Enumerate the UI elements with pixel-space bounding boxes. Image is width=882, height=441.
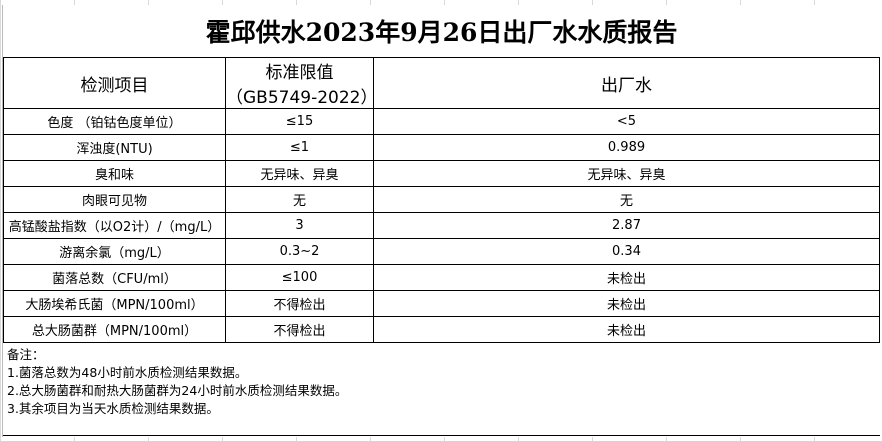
note-item: 2.总大肠菌群和耐热大肠菌群为24小时前水质检测结果数据。 — [7, 383, 348, 398]
table-row: 总大肠菌群（MPN/100ml） 不得检出 未检出 — [3, 316, 880, 343]
table-row: 肉眼可见物无无 — [3, 186, 880, 213]
result-value: 无 — [373, 186, 880, 213]
header-item: 检测项目 — [3, 57, 226, 109]
water-quality-table: 检测项目 标准限值（GB5749-2022） 出厂水 色度 （铂钴色度单位） ≤1… — [3, 57, 880, 343]
notes: 备注： 1.菌落总数为48小时前水质检测结果数据。 2.总大肠菌群和耐热大肠菌群… — [7, 346, 347, 418]
result-value: 无异味、异臭 — [373, 160, 880, 187]
item-name: 菌落总数（CFU/ml） — [3, 264, 226, 291]
table-row: 大肠埃希氏菌（MPN/100ml） 不得检出 未检出 — [3, 290, 880, 317]
item-name: 总大肠菌群（MPN/100ml） — [3, 316, 226, 343]
table-row: 游离余氯（mg/L） 0.3~2 0.34 — [3, 238, 880, 265]
header-standard: 标准限值（GB5749-2022） — [225, 57, 378, 109]
result-value: 未检出 — [373, 264, 880, 291]
standard-limit: 3 — [225, 212, 374, 239]
table-row: 浑浊度(NTU) ≤1 0.989 — [3, 134, 880, 161]
table-row: 臭和味 无异味、异臭 无异味、异臭 — [3, 160, 880, 187]
result-value: 未检出 — [373, 316, 880, 343]
note-item: 3.其余项目为当天水质检测结果数据。 — [7, 401, 219, 416]
header-result: 出厂水 — [373, 57, 880, 109]
note-item: 1.菌落总数为48小时前水质检测结果数据。 — [7, 365, 248, 380]
bottom-border — [3, 435, 880, 436]
item-name: 游离余氯（mg/L） — [3, 238, 226, 265]
standard-limit: ≤100 — [225, 264, 374, 291]
standard-limit: 0.3~2 — [225, 238, 374, 265]
item-name: 肉眼可见物 — [3, 186, 226, 213]
result-value: 0.34 — [373, 238, 880, 265]
notes-heading: 备注： — [7, 347, 45, 362]
result-value: 2.87 — [373, 212, 880, 239]
table-row: 高锰酸盐指数（以O2计）/（mg/L） 3 2.87 — [3, 212, 880, 239]
standard-limit: ≤15 — [225, 108, 374, 135]
standard-limit: 不得检出 — [225, 316, 374, 343]
result-value: 0.989 — [373, 134, 880, 161]
item-name: 色度 （铂钴色度单位） — [3, 108, 226, 135]
item-name: 臭和味 — [3, 160, 226, 187]
standard-limit: 无异味、异臭 — [225, 160, 374, 187]
standard-limit: 不得检出 — [225, 290, 374, 317]
table-row: 菌落总数（CFU/ml） ≤100 未检出 — [3, 264, 880, 291]
result-value: 未检出 — [373, 290, 880, 317]
report-title: 霍邱供水2023年9月26日出厂水水质报告 — [3, 5, 880, 58]
standard-limit: ≤1 — [225, 134, 374, 161]
standard-limit: 无 — [225, 186, 374, 213]
item-name: 浑浊度(NTU) — [3, 134, 226, 161]
report-sheet: 霍邱供水2023年9月26日出厂水水质报告 检测项目 标准限值（GB5749-2… — [2, 5, 880, 437]
table-header: 检测项目 标准限值（GB5749-2022） 出厂水 — [3, 57, 880, 109]
table-row: 色度 （铂钴色度单位） ≤15 <5 — [3, 108, 880, 135]
result-value: <5 — [373, 108, 880, 135]
item-name: 大肠埃希氏菌（MPN/100ml） — [3, 290, 226, 317]
item-name: 高锰酸盐指数（以O2计）/（mg/L） — [3, 212, 226, 239]
